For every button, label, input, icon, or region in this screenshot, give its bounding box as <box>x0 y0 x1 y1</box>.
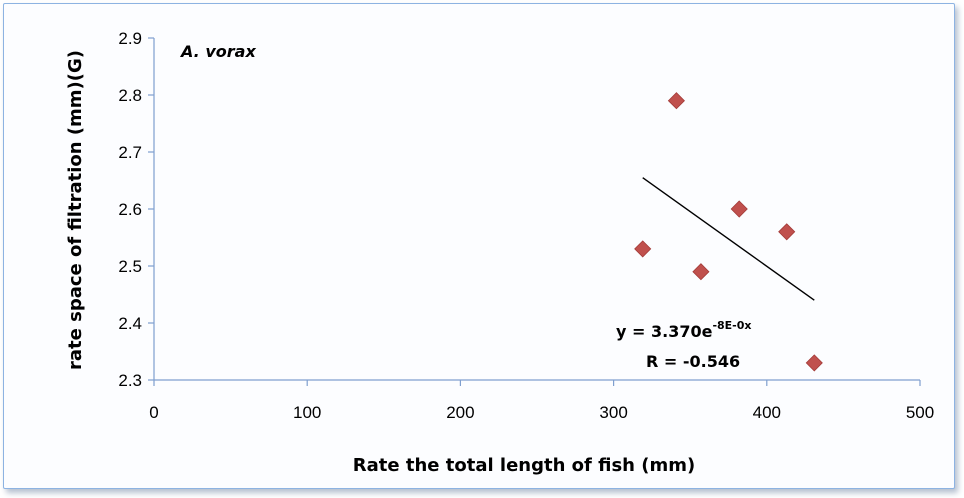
x-tick-label: 0 <box>149 403 158 422</box>
data-point <box>692 263 710 281</box>
x-tick-label: 100 <box>293 403 321 422</box>
equation-exponent: -8E-0x <box>712 319 751 332</box>
data-point <box>805 354 823 372</box>
data-point <box>778 223 796 241</box>
equation-base: y = 3.370e <box>616 322 713 341</box>
r-value-label: R = -0.546 <box>646 352 740 371</box>
data-point <box>667 92 685 110</box>
y-tick-label: 2.6 <box>118 200 142 219</box>
y-tick-label: 2.7 <box>118 143 142 162</box>
species-label: A. vorax <box>179 42 256 61</box>
chart-frame: 2.3 2.4 2.5 2.6 2.7 2.8 2.9 0 100 200 300 400 500 A.… <box>3 3 955 489</box>
trendline <box>642 177 815 301</box>
x-tick-label: 500 <box>906 403 934 422</box>
y-tick-label: 2.9 <box>118 29 142 48</box>
x-axis-title: Rate the total length of fish (mm) <box>353 455 695 476</box>
y-tick-label: 2.8 <box>118 86 142 105</box>
x-tick-label: 400 <box>753 403 781 422</box>
data-point <box>730 200 748 218</box>
data-points <box>634 92 823 372</box>
tick-labels: 2.3 2.4 2.5 2.6 2.7 2.8 2.9 0 100 200 300 400 500 <box>118 29 934 422</box>
x-tick-label: 300 <box>599 403 627 422</box>
scatter-chart: 2.3 2.4 2.5 2.6 2.7 2.8 2.9 0 100 200 300 400 500 A.… <box>65 29 934 476</box>
equation-label: y = 3.370e-8E-0x <box>616 319 752 341</box>
y-tick-label: 2.4 <box>118 314 142 333</box>
axes <box>148 37 921 386</box>
y-tick-label: 2.5 <box>118 257 142 276</box>
y-axis-title: rate space of filtration (mm)(G) <box>65 50 86 370</box>
x-tick-label: 200 <box>446 403 474 422</box>
y-tick-label: 2.3 <box>118 371 142 390</box>
data-point <box>634 240 652 258</box>
